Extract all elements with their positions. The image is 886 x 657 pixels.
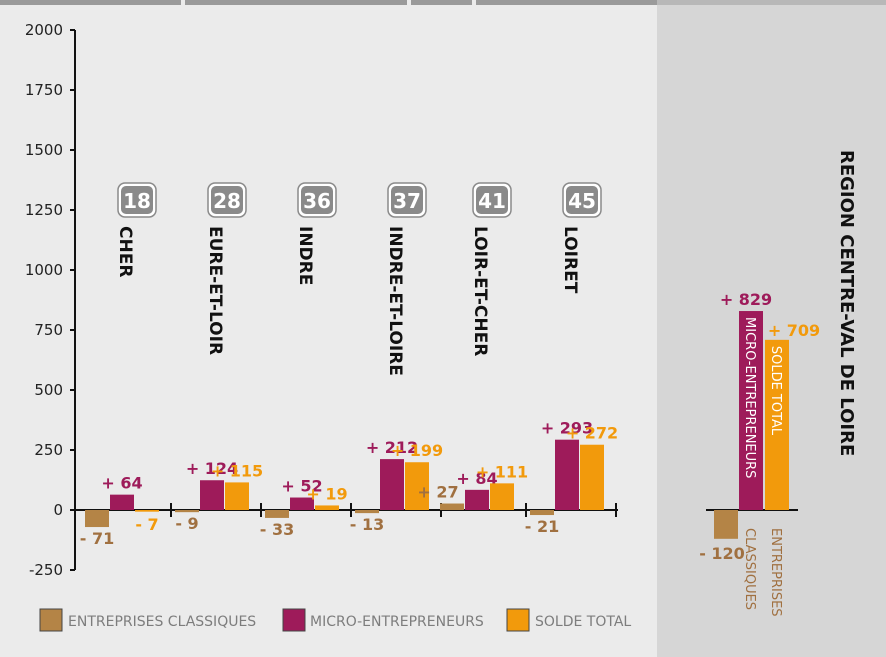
data-label-micro: + 84 [456, 469, 497, 488]
region-bar-classiques [714, 510, 738, 539]
bar-micro [110, 494, 134, 510]
bar-solde [135, 510, 159, 512]
data-label-classiques: - 13 [350, 515, 384, 534]
y-tick-label: 1750 [25, 81, 63, 99]
bar-classiques [85, 510, 109, 528]
legend-label-micro: MICRO-ENTREPRENEURS [310, 614, 484, 630]
data-label-micro: + 124 [186, 459, 238, 478]
data-label-solde: + 19 [306, 484, 347, 503]
badge [211, 186, 243, 214]
region-bar-text-micro: MICRO-ENTREPRENEURS [742, 317, 757, 478]
region-label-micro: + 829 [720, 290, 772, 309]
y-tick-label: 0 [53, 501, 63, 519]
bar-solde [315, 505, 339, 510]
legend-swatch-micro [282, 608, 306, 632]
region-group: - 120 + 829 + 709 MICRO-ENTREPRENEURS SOLDE … [699, 290, 820, 617]
department-name: EURE-ET-LOIR [205, 226, 225, 355]
y-tick-label: 750 [34, 321, 63, 339]
region-under-classiques: CLASSIQUES [742, 528, 757, 610]
department-28: - 9 + 124+ 115 28 EURE-ET-LOIR [175, 182, 263, 533]
department-36: - 33 + 52+ 19 36 INDRE [260, 182, 352, 539]
y-tick-label: -250 [29, 561, 63, 579]
badge-code: 45 [568, 189, 596, 213]
bar-solde [405, 462, 429, 510]
badge-code: 36 [303, 189, 331, 213]
data-label-micro: + 212 [366, 438, 418, 457]
bar-micro [465, 489, 489, 510]
department-37: - 13 + 212+ 199 37 INDRE-ET-LOIRE [350, 182, 443, 534]
data-label-classiques: + 27 [417, 483, 458, 502]
legend-swatch-classiques [39, 608, 63, 632]
badge-code: 41 [478, 189, 506, 213]
bar-micro [555, 439, 579, 510]
region-bar-micro [739, 311, 763, 510]
data-label-micro: + 52 [281, 477, 322, 496]
bar-micro [380, 459, 404, 510]
bar-classiques [440, 503, 464, 510]
region-bar-solde [765, 339, 789, 510]
data-label-classiques: - 33 [260, 520, 294, 539]
badge [391, 186, 423, 214]
data-label-solde: + 115 [211, 461, 263, 480]
y-tick-label: 1000 [25, 261, 63, 279]
department-groups: - 71 + 64 - 7 18 CHER - 9 + 124+ 115 28 EURE-ET-… [80, 182, 618, 548]
data-label-solde: + 272 [566, 424, 618, 443]
bar-micro [290, 497, 314, 510]
department-45: - 21 + 293+ 272 45 LOIRET [525, 182, 618, 536]
region-label-classiques: - 120 [699, 544, 745, 563]
department-name: LOIR-ET-CHER [470, 226, 490, 356]
bar-classiques [530, 510, 554, 516]
legend: ENTREPRISES CLASSIQUES MICRO-ENTREPRENEUR… [39, 608, 631, 632]
legend-swatch-solde [506, 608, 530, 632]
badge [121, 186, 153, 214]
data-label-solde: - 7 [135, 515, 158, 534]
y-tick-label: 500 [34, 381, 63, 399]
legend-label-solde: SOLDE TOTAL [535, 614, 631, 630]
department-name: INDRE-ET-LOIRE [385, 226, 405, 376]
department-18: - 71 + 64 - 7 18 CHER [80, 182, 172, 548]
region-panel [657, 0, 886, 657]
department-41: + 27+ 84+ 111 41 LOIR-ET-CHER [417, 182, 528, 517]
bar-solde [490, 483, 514, 510]
region-bar-text-solde: SOLDE TOTAL [768, 346, 783, 436]
region-label-solde: + 709 [768, 321, 820, 340]
y-tick-label: 1500 [25, 141, 63, 159]
badge-code: 28 [213, 189, 241, 213]
y-tick-label: 1250 [25, 201, 63, 219]
region-title: REGION CENTRE-VAL DE LOIRE [836, 150, 857, 456]
y-tick-label: 250 [34, 441, 63, 459]
data-label-solde: + 199 [391, 441, 443, 460]
bar-solde [225, 482, 249, 510]
bar-classiques [175, 510, 199, 513]
top-bar [0, 0, 886, 5]
data-label-solde: + 111 [476, 462, 528, 481]
legend-label-classiques: ENTREPRISES CLASSIQUES [68, 614, 256, 630]
data-label-classiques: - 9 [175, 514, 198, 533]
department-name: INDRE [295, 226, 315, 285]
region-under-entreprises: ENTREPRISES [768, 528, 783, 617]
bar-micro [200, 480, 224, 510]
badge-code: 18 [123, 189, 151, 213]
badge [476, 186, 508, 214]
y-axis: 2000 1750 1500 1250 1000 750 500 250 0 -250 [25, 21, 76, 579]
badge-code: 37 [393, 189, 421, 213]
data-label-micro: + 64 [101, 474, 142, 493]
y-tick-label: 2000 [25, 21, 63, 39]
data-label-classiques: - 21 [525, 517, 559, 536]
data-label-classiques: - 71 [80, 529, 114, 548]
bar-solde [580, 444, 604, 510]
bar-classiques [265, 510, 289, 518]
badge [301, 186, 333, 214]
bar-classiques [355, 510, 379, 514]
department-name: CHER [115, 226, 135, 277]
data-label-micro: + 293 [541, 419, 593, 438]
badge [566, 186, 598, 214]
department-name: LOIRET [560, 226, 580, 294]
